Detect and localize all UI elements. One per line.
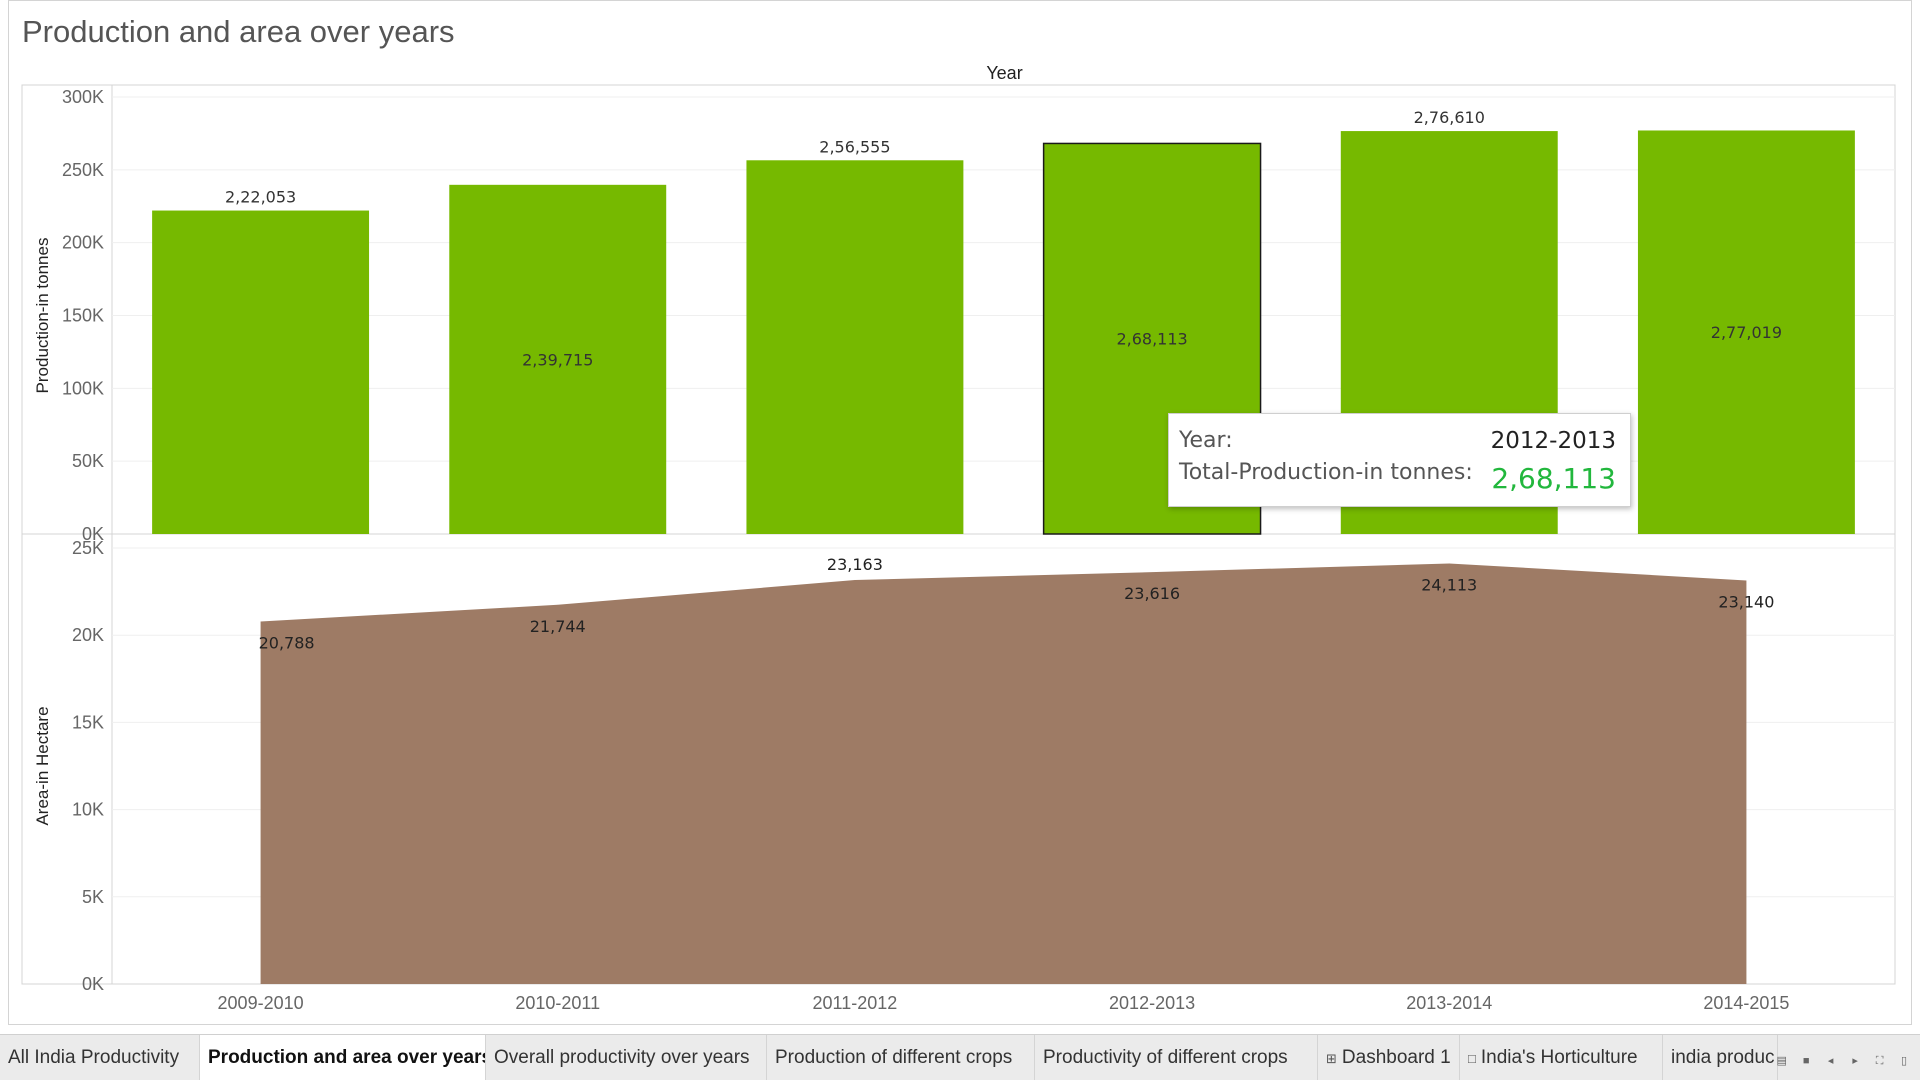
production-y-tick-label: 200K — [62, 233, 104, 253]
tab-label: India's Horticulture — [1480, 1047, 1638, 1068]
production-bar-label: 2,39,715 — [522, 350, 593, 369]
x-tick-label: 2013-2014 — [1406, 993, 1492, 1013]
production-bar — [746, 160, 964, 534]
x-tick-label: 2011-2012 — [813, 993, 898, 1013]
tooltip-year-value: 2012-2013 — [1490, 428, 1616, 454]
production-y-tick-label: 100K — [62, 378, 104, 398]
production-bar-label: 2,22,053 — [225, 188, 296, 207]
production-bar-label: 2,76,610 — [1414, 108, 1485, 127]
presentation-icon[interactable]: ▯ — [1900, 1055, 1908, 1067]
area-shape — [260, 563, 1747, 984]
tab-1[interactable]: All India Productivity — [0, 1035, 200, 1080]
area-y-tick-label: 5K — [82, 887, 104, 907]
tab-2[interactable]: Production and area over years — [200, 1035, 486, 1080]
page-title: Production and area over years — [22, 14, 455, 49]
area-y-axis-title: Area-in Hectare — [33, 706, 52, 825]
tab-label: All India Productivity — [8, 1047, 180, 1068]
tab-label: Production and area over years — [208, 1047, 486, 1068]
area-point-label: 21,744 — [530, 617, 586, 636]
tooltip-production-label: Total-Production-in tonnes: — [1179, 460, 1473, 485]
area-y-tick-label: 0K — [82, 974, 104, 994]
production-y-tick-label: 150K — [62, 306, 104, 326]
area-y-tick-label: 10K — [72, 800, 104, 820]
area-y-tick-label: 25K — [72, 538, 104, 558]
production-y-axis-title: Production-in tonnes — [33, 238, 52, 394]
production-bar-label: 2,77,019 — [1711, 323, 1782, 342]
x-tick-label: 2012-2013 — [1109, 993, 1195, 1013]
tab-7[interactable]: □ India's Horticulture — [1460, 1035, 1663, 1080]
production-y-tick-label: 50K — [72, 451, 104, 471]
tab-label: india produc — [1671, 1047, 1775, 1068]
fullscreen-icon[interactable]: ⛶ — [1875, 1055, 1884, 1067]
tab-label: Dashboard 1 — [1341, 1047, 1451, 1068]
area-point-label: 23,140 — [1718, 592, 1774, 611]
x-tick-label: 2010-2011 — [515, 993, 600, 1013]
tab-6[interactable]: ⊞ Dashboard 1 — [1318, 1035, 1460, 1080]
area-y-tick-label: 15K — [72, 712, 104, 732]
prev-sheet-icon[interactable]: ◂ — [1827, 1055, 1834, 1067]
sheet-tab-bar: All India Productivity Production and are… — [0, 1034, 1920, 1080]
next-sheet-icon[interactable]: ▸ — [1852, 1055, 1858, 1067]
tab-label: Overall productivity over years — [494, 1047, 750, 1068]
list-view-icon[interactable]: ▤ — [1776, 1055, 1787, 1067]
x-axis-header: Year — [986, 63, 1023, 83]
production-bar-label: 2,68,113 — [1116, 330, 1187, 349]
tooltip-production-value: 2,68,113 — [1491, 462, 1616, 495]
filmstrip-icon[interactable]: ■ — [1802, 1055, 1810, 1067]
production-bar — [152, 210, 370, 535]
story-icon: □ — [1468, 1051, 1476, 1066]
tab-controls: ▤ ■ ◂ ▸ ⛶ ▯ — [1768, 1051, 1910, 1069]
tooltip-year-label: Year: — [1179, 428, 1233, 453]
tab-5[interactable]: Productivity of different crops — [1035, 1035, 1318, 1080]
production-bar-label: 2,56,555 — [819, 137, 890, 156]
production-bar — [449, 184, 667, 534]
tab-4[interactable]: Production of different crops — [767, 1035, 1035, 1080]
production-area-chart: 0K 50K 100K 150K 200K 250K 300K 0K 5K 10K 15K 20K 25… — [21, 84, 1896, 1013]
production-y-tick-label: 250K — [62, 160, 104, 180]
x-tick-label: 2009-2010 — [218, 993, 304, 1013]
area-y-tick-label: 20K — [72, 625, 104, 645]
tab-3[interactable]: Overall productivity over years — [486, 1035, 767, 1080]
area-point-label: 20,788 — [259, 633, 315, 652]
tooltip: Year: 2012-2013 Total-Production-in tonn… — [1168, 413, 1631, 507]
tab-label: Productivity of different crops — [1043, 1047, 1288, 1068]
production-bar — [1637, 130, 1855, 535]
area-point-label: 24,113 — [1421, 575, 1477, 594]
production-y-tick-label: 0K — [82, 524, 104, 544]
area-point-label: 23,616 — [1124, 584, 1180, 603]
production-y-tick-label: 300K — [62, 87, 104, 107]
tab-label: Production of different crops — [775, 1047, 1013, 1068]
tab-8[interactable]: india produc — [1663, 1035, 1778, 1080]
dashboard-icon: ⊞ — [1326, 1051, 1337, 1066]
x-tick-label: 2014-2015 — [1703, 993, 1789, 1013]
area-point-label: 23,163 — [827, 555, 883, 574]
